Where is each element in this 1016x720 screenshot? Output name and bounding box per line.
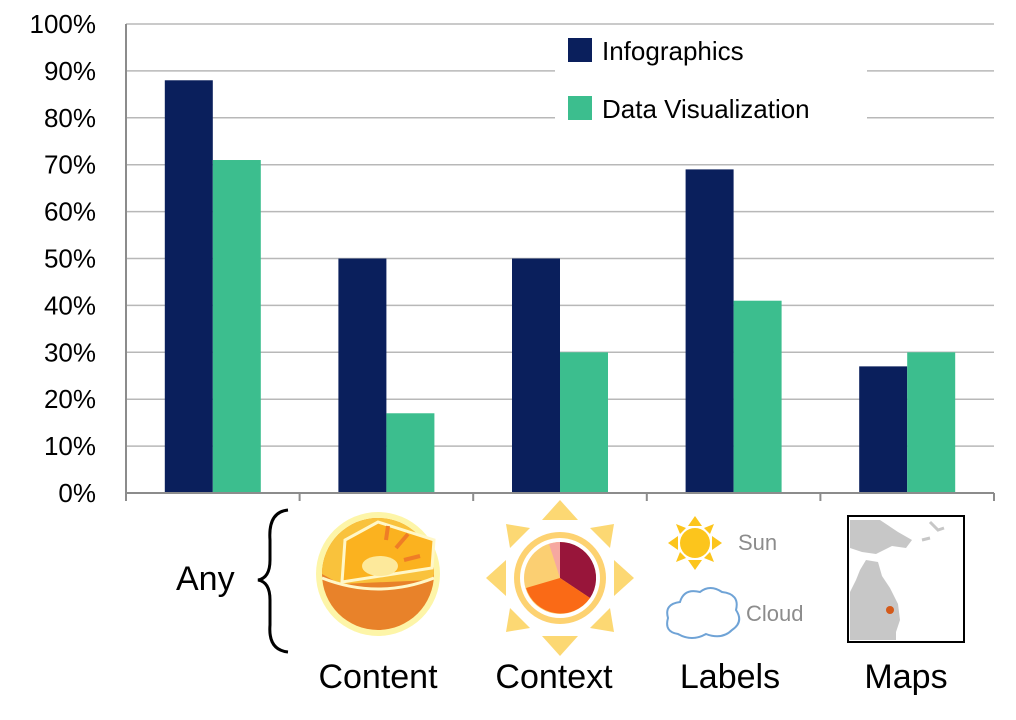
y-tick-label: 40% <box>44 290 96 320</box>
curly-brace-icon <box>257 508 289 654</box>
y-tick-label: 80% <box>44 103 96 133</box>
earth-core-icon <box>316 512 440 636</box>
bar-data-visualization-context <box>560 352 608 493</box>
category-label-any: Any <box>176 560 235 598</box>
y-axis-ticks: 0% 10% 20% 30% 40% 50% 60% 70% 80% 90% 100% <box>30 9 97 508</box>
category-label-labels: Labels <box>680 658 780 696</box>
y-tick-label: 20% <box>44 384 96 414</box>
bar-data-visualization-content <box>386 413 435 493</box>
y-tick-label: 60% <box>44 197 96 227</box>
sun-pie-icon <box>486 500 634 656</box>
bar-data-visualization-labels <box>733 300 782 493</box>
y-tick-label: 30% <box>44 337 96 367</box>
legend-swatch-infographics <box>568 38 592 62</box>
sun-label: Sun <box>738 530 777 555</box>
y-tick-label: 10% <box>44 431 96 461</box>
legend-label-infographics: Infographics <box>602 36 744 66</box>
legend-swatch-data-visualization <box>568 96 592 120</box>
y-tick-label: 50% <box>44 244 96 274</box>
bars <box>164 80 956 493</box>
bar-infographics-labels <box>685 169 734 493</box>
small-sun-icon <box>668 516 722 570</box>
y-tick-label: 90% <box>44 56 96 86</box>
bar-infographics-context <box>512 258 560 493</box>
bar-infographics-maps <box>859 366 908 493</box>
category-label-maps: Maps <box>864 658 947 696</box>
legend-label-data-visualization: Data Visualization <box>602 94 810 124</box>
category-label-context: Context <box>495 658 613 696</box>
bar-data-visualization-any <box>212 160 261 493</box>
map-icon <box>847 515 965 643</box>
y-tick-label: 70% <box>44 150 96 180</box>
category-label-content: Content <box>318 658 438 696</box>
category-row: Any <box>176 500 965 696</box>
bar-infographics-any <box>164 80 213 493</box>
bar-infographics-content <box>338 258 387 493</box>
sun-cloud-labels-icon: Sun Cloud <box>666 516 803 639</box>
legend: Infographics Data Visualization <box>555 28 867 138</box>
cloud-label: Cloud <box>746 601 803 626</box>
y-tick-label: 0% <box>58 478 96 508</box>
bar-data-visualization-maps <box>907 352 956 493</box>
cloud-icon <box>666 587 741 639</box>
y-tick-label: 100% <box>30 9 97 39</box>
axes <box>125 24 995 501</box>
